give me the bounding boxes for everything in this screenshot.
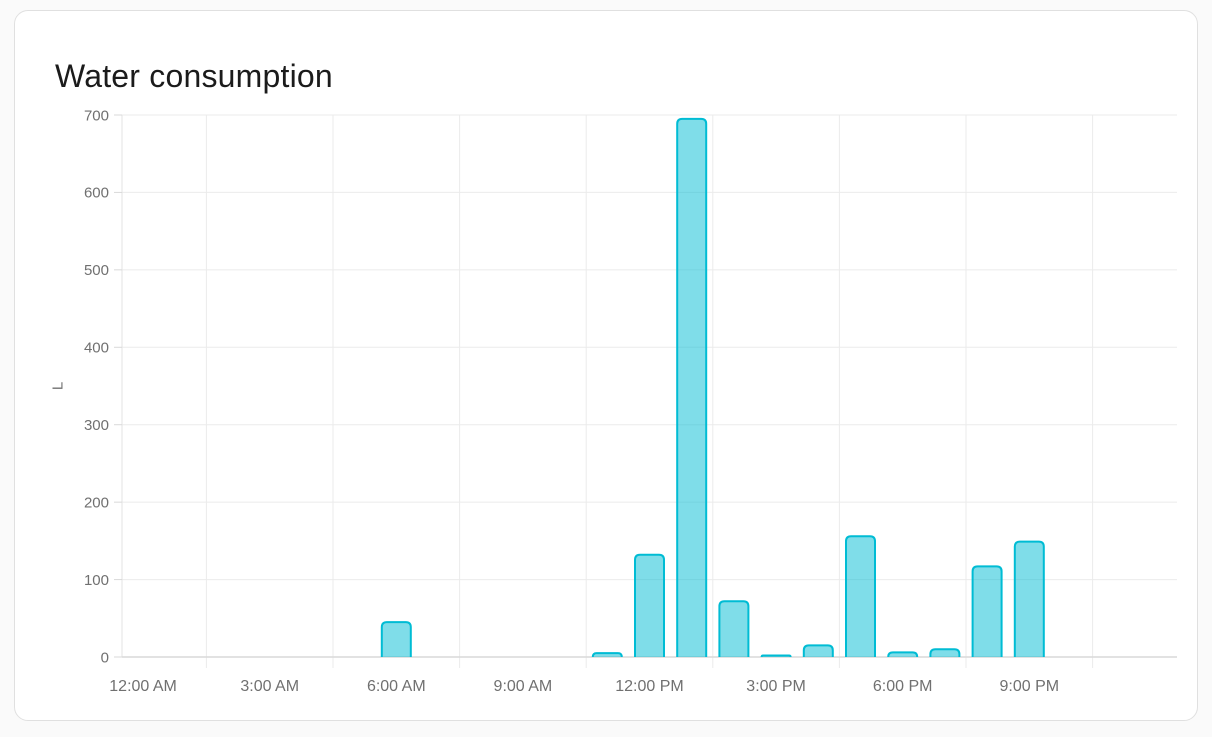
bar-12-00-pm[interactable] (634, 553, 665, 657)
bar-2-00-pm[interactable] (718, 600, 750, 657)
y-tick-label-600: 600 (84, 185, 109, 202)
y-tick-label-500: 500 (84, 262, 109, 279)
x-tick-label-4: 12:00 PM (615, 678, 683, 695)
bar-11-00-am[interactable] (591, 652, 623, 658)
card-title: Water consumption (55, 58, 333, 94)
bar-9-00-pm[interactable] (1013, 540, 1045, 657)
y-tick-label-400: 400 (84, 340, 109, 357)
bar-4-00-pm[interactable] (802, 644, 834, 657)
y-tick-label-0: 0 (101, 649, 109, 666)
y-tick-label-200: 200 (84, 494, 109, 511)
x-tick-label-5: 3:00 PM (746, 678, 806, 695)
bar-7-00-pm[interactable] (929, 648, 961, 657)
x-tick-label-6: 6:00 PM (873, 678, 933, 695)
x-tick-label-3: 9:00 AM (494, 678, 553, 695)
y-axis-name: L (49, 382, 66, 390)
y-tick-label-300: 300 (84, 417, 109, 434)
x-tick-label-0: 12:00 AM (109, 678, 177, 695)
bar-6-00-am[interactable] (380, 621, 412, 657)
x-tick-label-7: 9:00 PM (1000, 678, 1060, 695)
bar-6-00-pm[interactable] (887, 651, 919, 658)
y-tick-label-700: 700 (84, 107, 109, 124)
y-tick-label-100: 100 (84, 572, 109, 589)
bar-1-00-pm[interactable] (676, 117, 708, 657)
bar-3-00-pm[interactable] (760, 654, 792, 658)
bar-5-00-pm[interactable] (845, 535, 876, 657)
water-consumption-card: Water consumption (14, 10, 1198, 721)
x-tick-label-2: 6:00 AM (367, 678, 426, 695)
x-tick-label-1: 3:00 AM (240, 678, 299, 695)
bar-8-00-pm[interactable] (971, 565, 1003, 657)
